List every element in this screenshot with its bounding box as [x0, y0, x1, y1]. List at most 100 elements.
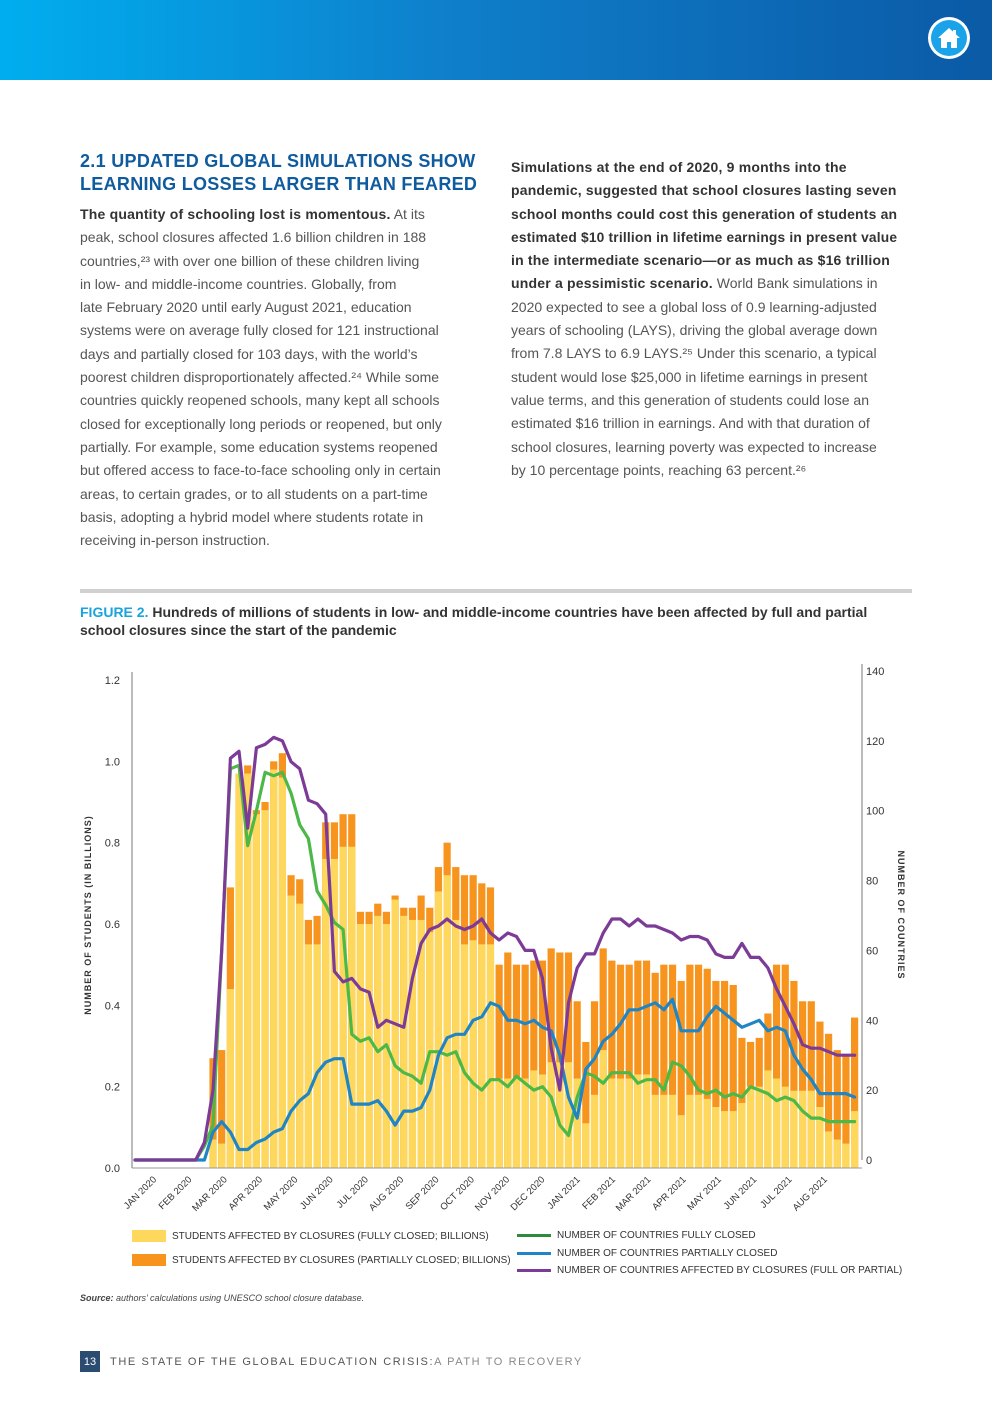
body-text: days and partially closed for 103 days, … — [80, 345, 418, 362]
bar-full — [226, 989, 234, 1168]
bar-partial — [798, 1001, 807, 1168]
x-tick-label: JAN 2021 — [545, 1174, 582, 1211]
bar-partial — [530, 960, 538, 1168]
text-line: The quantity of schooling lost is moment… — [80, 203, 480, 226]
body-text: peak, school closures affected 1.6 billi… — [80, 229, 427, 246]
bar-full — [374, 915, 382, 1168]
bar-full — [469, 940, 477, 1168]
bar-full — [365, 924, 373, 1168]
bold-text: school months could cost this generation… — [511, 205, 898, 222]
body-text: partially. For example, some education s… — [80, 438, 438, 455]
text-line: pandemic, suggested that school closures… — [511, 179, 896, 202]
body-text: systems were on average fully closed for… — [80, 322, 439, 339]
bar-full — [842, 1143, 850, 1168]
body-text: At its — [390, 206, 425, 222]
bar-full — [599, 1050, 607, 1168]
y2-tick-label: 40 — [866, 1015, 878, 1027]
bar-full — [209, 1139, 217, 1168]
x-tick-label: JUL 2021 — [758, 1174, 794, 1210]
body-text: basis, adopting a hybrid model where stu… — [80, 508, 424, 525]
bar-partial — [703, 968, 711, 1168]
body-text: countries quickly reopened schools, many… — [80, 392, 440, 409]
series-line-2 — [133, 735, 857, 1162]
bar-partial — [538, 960, 547, 1168]
bar-full — [356, 924, 365, 1168]
bar-full — [244, 773, 252, 1168]
bar-partial — [790, 980, 798, 1168]
y-tick-label: 0.0 — [105, 1163, 120, 1175]
body-text: 2020 expected to see a global loss of 0.… — [511, 298, 877, 315]
text-line: from 7.8 LAYS to 6.9 LAYS.²⁵ Under this … — [511, 342, 896, 365]
section-heading-line: 2.1 UPDATED GLOBAL SIMULATIONS SHOW — [80, 151, 476, 171]
page-number: 13 — [80, 1351, 100, 1372]
bar-full — [512, 1078, 521, 1168]
footer-title: THE STATE OF THE GLOBAL EDUCATION CRISIS… — [110, 1355, 435, 1368]
left-column-text: The quantity of schooling lost is moment… — [80, 203, 480, 552]
home-icon — [931, 20, 967, 56]
source-label: Source: — [80, 1293, 114, 1303]
x-tick-label: MAY 2021 — [685, 1174, 724, 1213]
body-text: by 10 percentage points, reaching 63 per… — [511, 461, 807, 478]
legend-label: NUMBER OF COUNTRIES FULLY CLOSED — [557, 1230, 756, 1241]
x-tick-label: OCT 2020 — [438, 1174, 477, 1213]
text-line: but offered access to face-to-face schoo… — [80, 459, 480, 482]
text-line: days and partially closed for 103 days, … — [80, 343, 480, 366]
bar-full — [417, 919, 425, 1168]
text-line: poorest children disproportionately affe… — [80, 366, 480, 389]
body-text: poorest children disproportionately affe… — [80, 369, 440, 386]
bar-full — [825, 1131, 833, 1168]
body-text: years of schooling (LAYS), driving the g… — [511, 322, 878, 339]
bar-full — [625, 1078, 633, 1168]
y-tick-label: 1.0 — [105, 756, 120, 768]
bar-full — [287, 895, 295, 1168]
legend-line-purple — [517, 1269, 551, 1272]
text-line: closed for exceptionally long periods or… — [80, 413, 480, 436]
bar-full — [478, 944, 486, 1168]
y2-tick-label: 0 — [866, 1155, 872, 1167]
body-text: in low- and middle-income countries. Glo… — [80, 275, 397, 292]
series-line-1 — [133, 997, 857, 1162]
x-tick-label: SEP 2020 — [404, 1174, 442, 1212]
bar-partial — [825, 1033, 833, 1168]
bar-full — [590, 1094, 599, 1168]
bar-full — [330, 858, 339, 1168]
bar-partial — [660, 964, 668, 1168]
legend-line-green — [517, 1234, 551, 1237]
bar-full — [391, 899, 399, 1168]
bar-partial — [851, 1017, 859, 1168]
bar-partial — [590, 1001, 599, 1168]
bar-partial — [634, 960, 642, 1168]
bar-full — [434, 891, 443, 1168]
bar-partial — [547, 948, 555, 1168]
figure-title: Hundreds of millions of students in low-… — [148, 604, 868, 620]
bar-full — [755, 1086, 763, 1168]
bar-partial — [608, 960, 616, 1168]
bar-partial — [616, 964, 625, 1168]
bar-full — [261, 810, 269, 1168]
bar-partial — [842, 1054, 850, 1168]
legend-item-countries-full: NUMBER OF COUNTRIES FULLY CLOSED — [517, 1230, 756, 1241]
home-button[interactable] — [928, 17, 970, 59]
bar-full — [235, 773, 243, 1168]
bar-full — [400, 915, 408, 1168]
bar-partial — [694, 964, 703, 1168]
bar-full — [851, 1111, 859, 1168]
body-text: school closures, learning poverty was ex… — [511, 438, 877, 455]
y2-axis-title: NUMBER OF COUNTRIES — [896, 851, 906, 980]
bold-text: under a pessimistic scenario. — [511, 275, 713, 292]
x-tick-label: JUL 2020 — [335, 1174, 371, 1210]
text-line: systems were on average fully closed for… — [80, 319, 480, 342]
text-line: estimated $10 trillion in lifetime earni… — [511, 226, 897, 249]
bar-full — [781, 1086, 789, 1168]
text-line: under a pessimistic scenario. World Bank… — [511, 272, 896, 295]
text-line: peak, school closures affected 1.6 billi… — [80, 226, 480, 249]
bar-full — [322, 858, 330, 1168]
bar-full — [538, 1074, 547, 1168]
x-tick-label: FEB 2021 — [580, 1174, 618, 1212]
body-text: student would lose $25,000 in lifetime e… — [511, 368, 868, 385]
bold-text: Simulations at the end of 2020, 9 months… — [511, 159, 847, 175]
bar-full — [772, 1078, 781, 1168]
x-tick-label: JUN 2020 — [298, 1174, 336, 1212]
body-text: estimated $16 trillion in earnings. And … — [511, 415, 870, 432]
bar-full — [504, 1078, 512, 1168]
